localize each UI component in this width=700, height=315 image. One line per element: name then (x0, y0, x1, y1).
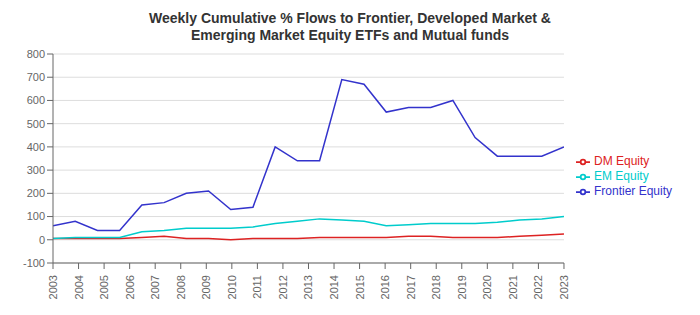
svg-text:-100: -100 (23, 257, 45, 269)
svg-text:2021: 2021 (507, 275, 519, 299)
svg-text:2023: 2023 (558, 275, 570, 299)
svg-text:800: 800 (27, 48, 45, 60)
svg-text:2005: 2005 (98, 275, 110, 299)
svg-text:2003: 2003 (47, 275, 59, 299)
svg-text:400: 400 (27, 141, 45, 153)
svg-text:200: 200 (27, 187, 45, 199)
svg-text:2019: 2019 (456, 275, 468, 299)
svg-text:2009: 2009 (200, 275, 212, 299)
svg-text:2020: 2020 (481, 275, 493, 299)
svg-text:2012: 2012 (277, 275, 289, 299)
svg-text:2016: 2016 (379, 275, 391, 299)
svg-text:2022: 2022 (532, 275, 544, 299)
svg-text:0: 0 (39, 234, 45, 246)
svg-text:2008: 2008 (175, 275, 187, 299)
html-text:Weekly Cumulative % Flows to F: Weekly Cumulative % Flows to Frontier, D… (149, 10, 551, 26)
svg-text:300: 300 (27, 164, 45, 176)
svg-text:700: 700 (27, 71, 45, 83)
html-text:Emerging Market Equity ETFs an: Emerging Market Equity ETFs and Mutual f… (190, 27, 510, 43)
svg-text:2013: 2013 (302, 275, 314, 299)
svg-text:2006: 2006 (124, 275, 136, 299)
svg-text:500: 500 (27, 118, 45, 130)
svg-text:2018: 2018 (430, 275, 442, 299)
html-text:Frontier Equity: Frontier Equity (594, 183, 672, 198)
svg-text:600: 600 (27, 94, 45, 106)
svg-text:2015: 2015 (354, 275, 366, 299)
svg-text:2004: 2004 (73, 275, 85, 299)
svg-text:100: 100 (27, 210, 45, 222)
svg-text:2007: 2007 (149, 275, 161, 299)
svg-text:2011: 2011 (251, 275, 263, 299)
html-text:DM Equity: DM Equity (594, 154, 650, 169)
svg-text:2014: 2014 (328, 275, 340, 299)
svg-text:2017: 2017 (405, 275, 417, 299)
html-text:EM Equity: EM Equity (594, 169, 649, 184)
svg-text:2010: 2010 (226, 275, 238, 299)
